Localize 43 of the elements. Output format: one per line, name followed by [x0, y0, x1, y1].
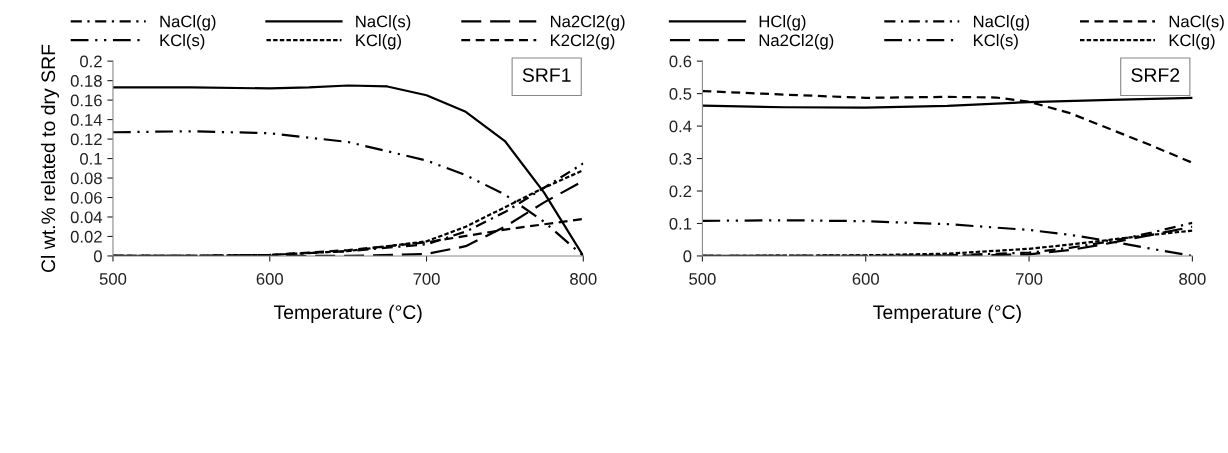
y-tick-label: 0.08 — [70, 172, 102, 185]
legend-label: KCl(s) — [973, 33, 1018, 50]
x-tick-label: 800 — [570, 273, 597, 285]
legend-label: NaCl(s) — [1169, 15, 1224, 31]
legend-label: HCl(g) — [759, 15, 806, 31]
x-tick-label: 800 — [1179, 273, 1206, 285]
x-tick-label: 700 — [1016, 273, 1043, 285]
y-tick-label: 0.2 — [669, 185, 692, 198]
y-tick-label: 0.14 — [70, 113, 103, 126]
y-tick-label: 0.5 — [669, 88, 692, 100]
legend-label: Na2Cl2(g) — [550, 15, 625, 31]
x-tick-label: 500 — [689, 273, 716, 285]
y-tick-label: 0.1 — [80, 152, 102, 165]
y-tick-label: 0.02 — [70, 230, 102, 243]
legend-label: KCl(s) — [160, 33, 205, 50]
legend-label: Na2Cl2(g) — [759, 33, 834, 50]
y-tick-label: 0.2 — [80, 55, 102, 68]
legend-label: NaCl(s) — [356, 15, 411, 31]
y-tick-label: 0.12 — [70, 133, 102, 146]
y-tick-label: 0.16 — [70, 94, 102, 107]
x-tick-label: 600 — [852, 273, 879, 285]
legend-label: K2Cl2(g) — [550, 33, 615, 50]
x-tick-label: 600 — [256, 273, 283, 285]
y-tick-label: 0.4 — [669, 120, 692, 133]
y-tick-label: 0 — [683, 250, 692, 263]
legend-label: NaCl(g) — [160, 15, 216, 31]
x-axis-title: Temperature (°C) — [273, 304, 422, 323]
y-tick-label: 0.1 — [669, 217, 692, 230]
y-tick-label: 0 — [93, 250, 102, 263]
annotation: SRF2 — [1131, 68, 1180, 82]
x-tick-label: 500 — [99, 273, 127, 285]
y-tick-label: 0.06 — [70, 191, 102, 204]
legend-label: NaCl(g) — [973, 15, 1029, 31]
legend-label: KCl(g) — [356, 33, 401, 50]
x-tick-label: 700 — [413, 273, 440, 285]
y-axis-title: Cl wt.% related to dry SRF — [40, 44, 60, 273]
annotation: SRF1 — [522, 68, 571, 82]
y-tick-label: 0.3 — [669, 152, 692, 165]
y-tick-label: 0.18 — [70, 75, 102, 87]
legend-label: KCl(g) — [1169, 33, 1215, 50]
y-tick-label: 0.04 — [70, 211, 103, 224]
x-axis-title: Temperature (°C) — [873, 304, 1021, 323]
y-tick-label: 0.6 — [669, 55, 692, 68]
